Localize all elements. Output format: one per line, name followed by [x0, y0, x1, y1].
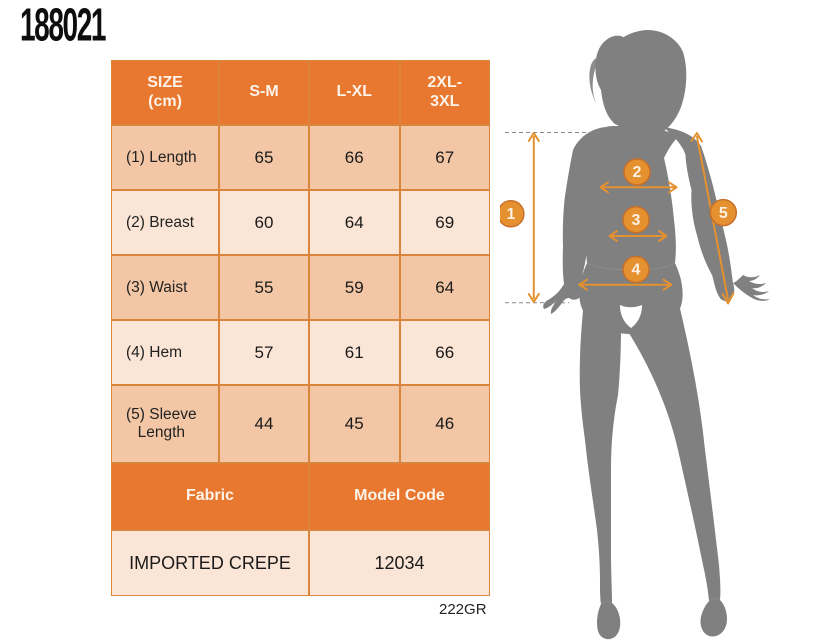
svg-text:5: 5 [719, 205, 728, 222]
svg-text:4: 4 [632, 262, 641, 279]
svg-text:3: 3 [632, 212, 641, 229]
svg-text:1: 1 [506, 206, 515, 223]
svg-text:2: 2 [633, 164, 642, 181]
